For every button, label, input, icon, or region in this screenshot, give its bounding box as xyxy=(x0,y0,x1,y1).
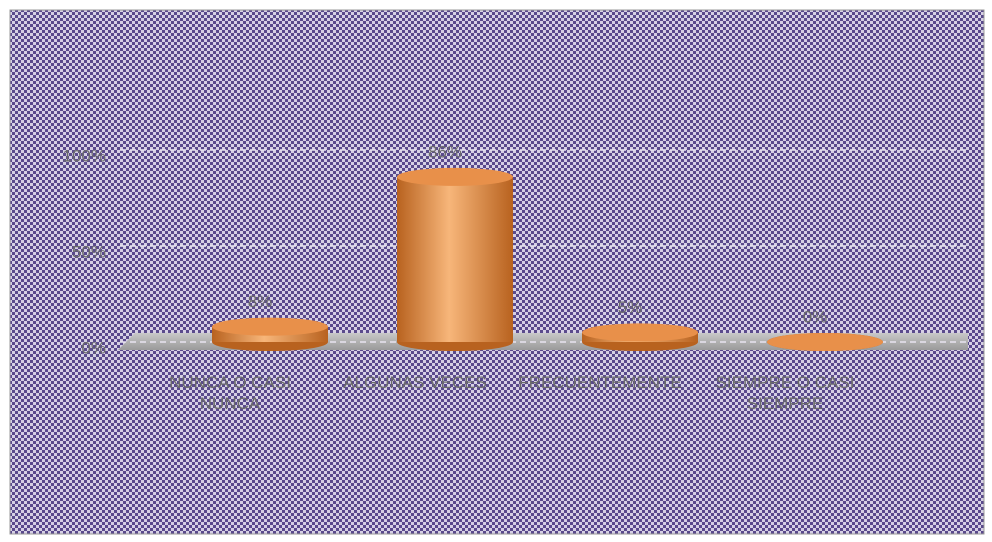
value-label: 0% xyxy=(803,307,828,326)
value-label: 5% xyxy=(618,298,643,317)
value-label: 86% xyxy=(428,142,462,161)
bar-top xyxy=(397,167,513,186)
x-tick-label: NUNCA O CASI NUNCA xyxy=(169,373,291,413)
bar-top xyxy=(212,317,328,336)
y-tick-label: 100% xyxy=(63,146,106,165)
bar-top xyxy=(582,323,698,342)
x-tick-label: ALGUNAS VECES xyxy=(343,373,487,392)
y-tick-label: 0% xyxy=(81,338,106,357)
bar xyxy=(397,176,513,342)
x-tick-label: SIEMPRE O CASI SIEMPRE xyxy=(715,373,855,413)
value-label: 8% xyxy=(248,292,273,311)
bar-top xyxy=(767,333,883,351)
x-tick-label: FRECUENTEMENTE xyxy=(518,373,682,392)
y-tick-label: 50% xyxy=(72,242,106,261)
